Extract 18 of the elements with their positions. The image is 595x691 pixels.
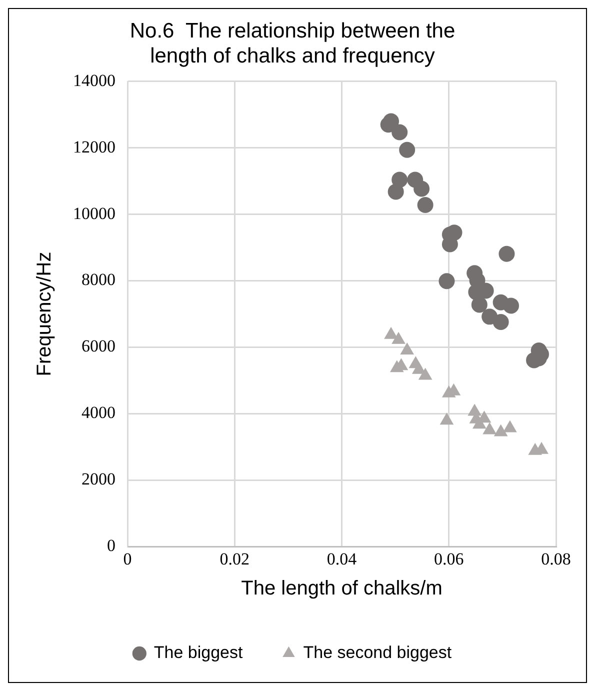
x-tick-label: 0.02 [220,549,250,568]
x-tick-label: 0.04 [326,549,358,568]
y-tick-label: 6000 [82,336,116,356]
legend-label: The second biggest [303,643,452,662]
y-tick-label: 2000 [82,470,116,489]
x-tick-label: 0.08 [541,549,571,568]
x-axis-title: The length of chalks/m [241,578,442,600]
y-tick-label: 10000 [73,204,116,223]
y-tick-label: 12000 [73,137,116,156]
legend-label: The biggest [154,643,244,662]
x-tick-label: 0 [123,549,132,568]
chart-title: No.6 The relationship between the length of chalks and frequency [130,19,456,68]
y-axis-title: Frequency/Hz [34,252,56,376]
y-tick-label: 4000 [82,403,116,422]
y-tick-label: 8000 [82,270,116,290]
y-tick-label: 14000 [73,70,116,90]
x-tick-label: 0.06 [434,549,464,568]
y-tick-label: 0 [107,536,116,556]
